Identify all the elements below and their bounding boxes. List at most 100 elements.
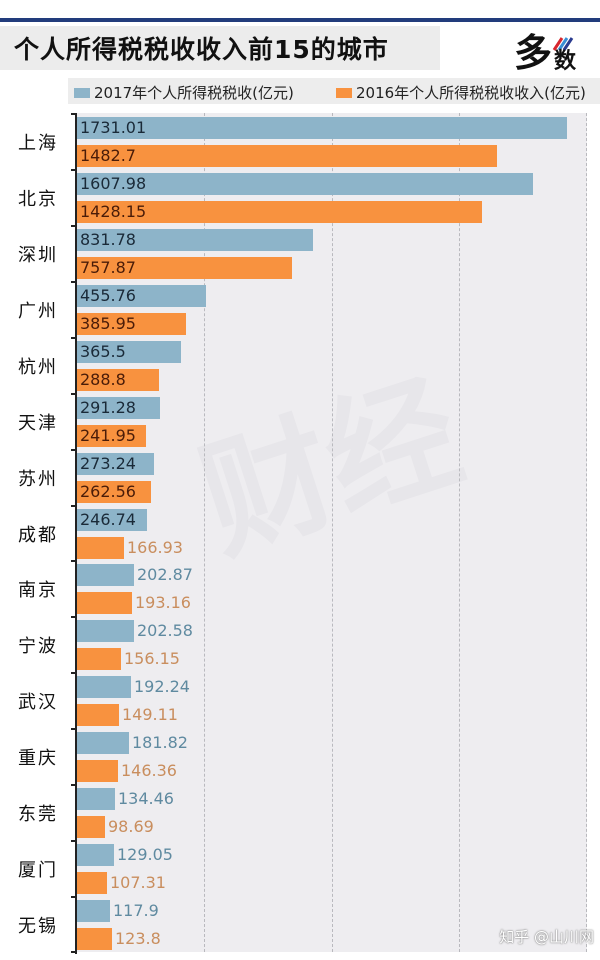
bar-2016 [77,648,121,670]
y-axis-tick [71,560,77,562]
legend-label-2017: 2017年个人所得税税收(亿元) [94,84,294,102]
value-label-2016: 98.69 [108,817,154,836]
gridline-1800 [586,113,587,952]
bar-2017 [77,788,115,810]
value-label-2017: 202.87 [137,565,193,584]
y-axis-tick [71,728,77,730]
gridline-450 [204,113,205,952]
y-axis-tick [71,113,77,115]
watermark-center: 财经 [183,355,478,580]
y-axis-tick [71,951,77,953]
y-axis-tick [71,784,77,786]
bar-2016 [77,928,112,950]
value-label-2016: 385.95 [80,314,136,333]
legend-item-2017: 2017年个人所得税税收(亿元) [74,82,294,103]
category-label: 杭州 [18,357,58,378]
value-label-2016: 107.31 [110,873,166,892]
bar-2017 [77,285,206,307]
bar-2017 [77,397,160,419]
brand-logo-icon: 多 数 [514,28,598,75]
bar-2016 [77,425,146,447]
value-label-2017: 129.05 [117,845,173,864]
category-label: 天津 [18,413,58,434]
legend-item-2016: 2016年个人所得税税收收入(亿元) [336,82,586,103]
value-label-2017: 181.82 [132,733,188,752]
bar-2016 [77,201,482,223]
bar-2017 [77,844,114,866]
category-label: 宁波 [18,636,58,657]
svg-text:多: 多 [514,31,552,72]
bar-2017 [77,900,110,922]
bar-2017 [77,732,129,754]
bar-2017 [77,509,147,531]
bar-2016 [77,816,105,838]
value-label-2016: 166.93 [127,538,183,557]
bar-2017 [77,453,154,475]
svg-text:数: 数 [554,48,577,72]
y-axis-tick [71,169,77,171]
value-label-2017: 134.46 [118,789,174,808]
value-label-2016: 262.56 [80,482,136,501]
value-label-2016: 241.95 [80,426,136,445]
value-label-2017: 365.5 [80,342,126,361]
value-label-2017: 1607.98 [80,174,147,193]
bar-2016 [77,704,119,726]
value-label-2016: 1428.15 [80,202,147,221]
value-label-2017: 291.28 [80,398,136,417]
bar-2016 [77,481,151,503]
value-label-2016: 156.15 [124,649,180,668]
category-label: 苏州 [18,469,58,490]
value-label-2016: 123.8 [115,929,161,948]
value-label-2017: 273.24 [80,454,136,473]
title-band [0,26,440,70]
y-axis-tick [71,672,77,674]
bar-2016 [77,145,497,167]
title-rule [0,18,600,22]
bar-2016 [77,592,132,614]
legend-swatch-2017 [74,87,90,98]
value-label-2016: 1482.7 [80,146,136,165]
bar-2017 [77,676,131,698]
value-label-2016: 757.87 [80,258,136,277]
y-axis-tick [71,896,77,898]
y-axis-tick [71,225,77,227]
bar-2017 [77,620,134,642]
legend-swatch-2016 [336,87,352,98]
plot-area: 财经 [77,113,587,952]
category-label: 北京 [18,189,58,210]
source-watermark: 知乎 @山川网 [499,928,594,946]
value-label-2016: 146.36 [121,761,177,780]
bar-2017 [77,117,567,139]
category-label: 武汉 [18,692,58,713]
bar-2017 [77,173,533,195]
gridline-1350 [459,113,460,952]
chart-title: 个人所得税税收收入前15的城市 [14,35,389,64]
bar-2016 [77,537,124,559]
bar-2016 [77,369,159,391]
y-axis-tick [71,337,77,339]
value-label-2016: 149.11 [122,705,178,724]
value-label-2016: 193.16 [135,593,191,612]
category-label: 南京 [18,580,58,601]
value-label-2016: 288.8 [80,370,126,389]
y-axis-tick [71,393,77,395]
value-label-2017: 246.74 [80,510,136,529]
category-label: 成都 [18,525,58,546]
value-label-2017: 455.76 [80,286,136,305]
y-axis-tick [71,449,77,451]
value-label-2017: 202.58 [137,621,193,640]
chart-legend: 2017年个人所得税税收(亿元) 2016年个人所得税税收收入(亿元) [68,78,600,104]
category-label: 东莞 [18,804,58,825]
category-label: 厦门 [18,860,58,881]
bar-2016 [77,872,107,894]
y-axis-tick [71,616,77,618]
y-axis [75,113,77,954]
y-axis-tick [71,281,77,283]
value-label-2017: 831.78 [80,230,136,249]
value-label-2017: 192.24 [134,677,190,696]
bar-2016 [77,760,118,782]
y-axis-tick [71,840,77,842]
bar-2016 [77,257,292,279]
bar-2017 [77,229,313,251]
bar-2017 [77,341,181,363]
